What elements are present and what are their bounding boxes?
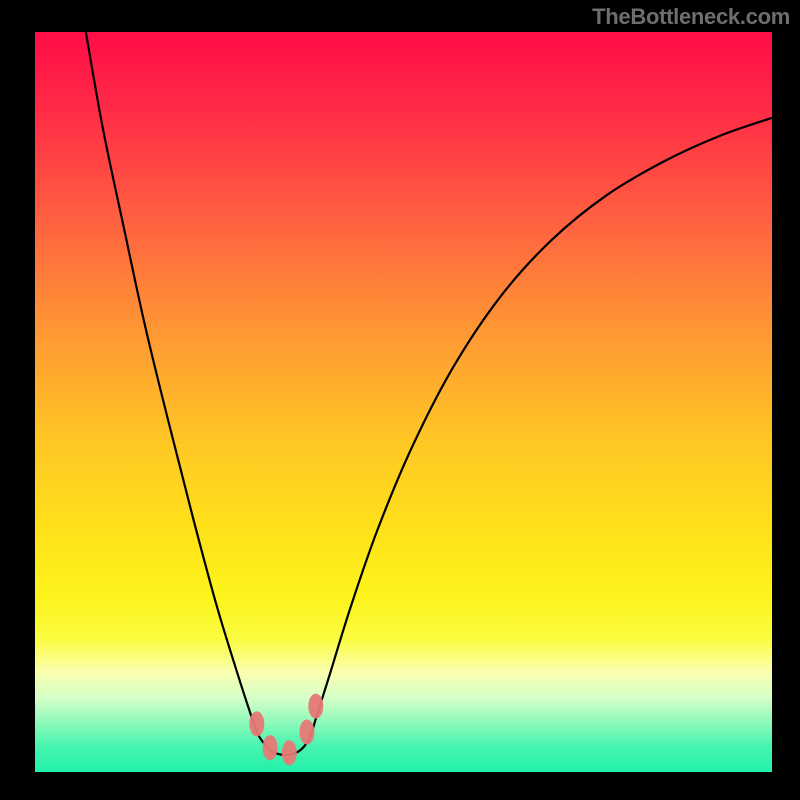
- figure-root: TheBottleneck.com: [0, 0, 800, 800]
- chart-svg: [35, 32, 772, 772]
- plot-area: [35, 32, 772, 772]
- attribution-text: TheBottleneck.com: [592, 4, 790, 30]
- gradient-background: [35, 32, 772, 772]
- marker-point: [282, 741, 296, 765]
- marker-point: [309, 694, 323, 718]
- marker-point: [300, 720, 314, 744]
- marker-point: [250, 712, 264, 736]
- marker-point: [263, 736, 277, 760]
